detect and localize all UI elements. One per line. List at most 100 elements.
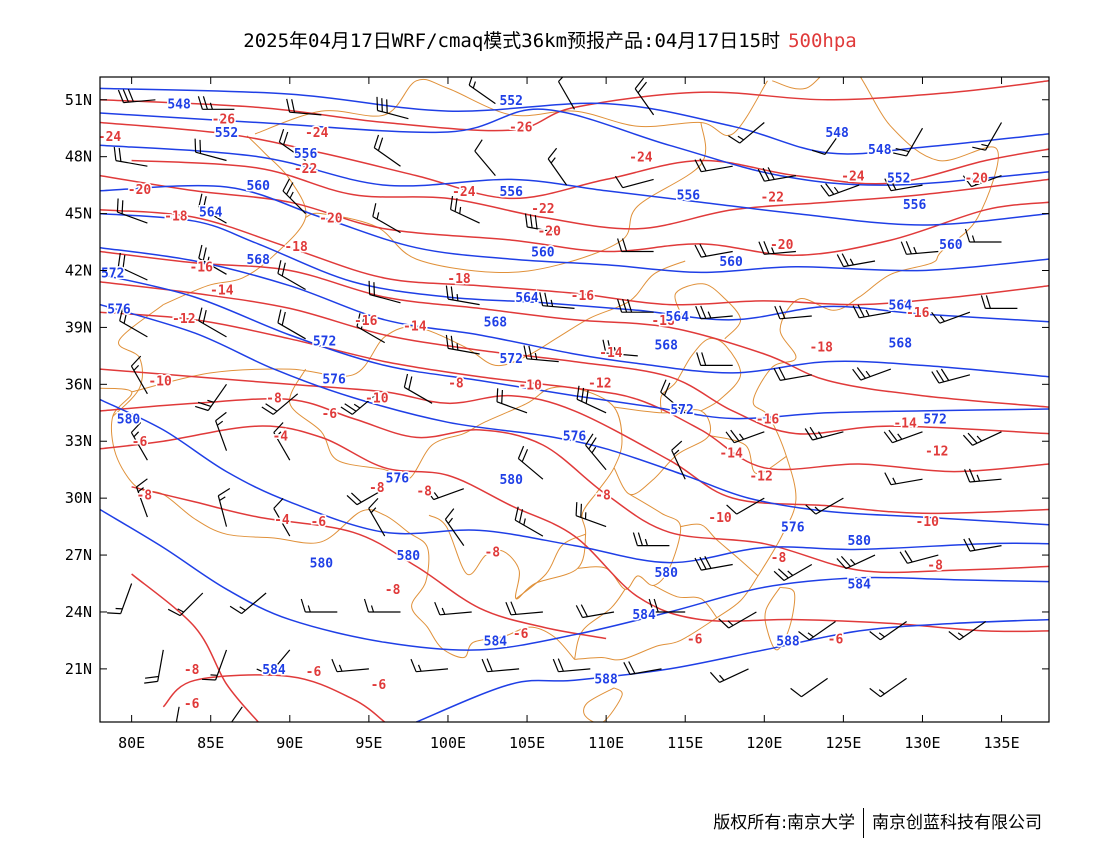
wind-barb [273, 497, 291, 537]
wind-barb [869, 677, 907, 698]
height-label: 584 [484, 634, 508, 649]
wind-barb [107, 583, 133, 615]
copyright-footer: 版权所有:南京大学 南京创蓝科技有限公司 [713, 808, 1042, 838]
wind-barb [434, 601, 472, 616]
height-label: 564 [666, 310, 690, 325]
title-level: 500hpa [788, 30, 857, 52]
temperature-label: -16 [906, 306, 930, 321]
wind-barb [261, 393, 299, 415]
temperature-label: -6 [513, 627, 529, 642]
temperature-label: -20 [964, 172, 988, 187]
wind-barb [450, 196, 480, 224]
wind-barb [774, 305, 812, 320]
y-tick-label: 21N [65, 660, 92, 678]
temperature-contour [100, 425, 1049, 633]
border-line [515, 533, 586, 600]
border-line [613, 406, 711, 496]
wind-barb [135, 478, 148, 518]
temperature-label: -12 [749, 469, 772, 484]
temperature-contour [131, 573, 259, 722]
temperature-label: -18 [284, 240, 308, 255]
wind-barb [726, 497, 765, 515]
wind-barb [363, 598, 401, 613]
wind-barb [773, 367, 812, 381]
border-line [305, 122, 707, 274]
temperature-contour [100, 311, 1049, 473]
height-contour [100, 144, 1049, 226]
temperature-label: -18 [164, 210, 188, 225]
wind-barb [117, 252, 148, 281]
temperature-label: -6 [310, 515, 326, 530]
height-contour [100, 212, 1049, 323]
height-label: 568 [654, 339, 678, 354]
wind-barb [356, 313, 386, 344]
border-line [708, 435, 787, 475]
wind-barb [575, 502, 607, 528]
temperature-label: -16 [571, 289, 595, 304]
x-tick-label: 135E [983, 734, 1019, 752]
y-tick-label: 24N [65, 603, 92, 621]
y-tick-label: 30N [65, 489, 92, 507]
wind-barb [445, 334, 480, 355]
temperature-label: -22 [294, 162, 317, 177]
height-label: 572 [670, 403, 693, 418]
temperature-label: -6 [132, 435, 148, 450]
title-main: 2025年04月17日WRF/cmaq模式36km预报产品:04月17日15时 [243, 30, 781, 52]
wind-barb [963, 537, 1002, 552]
wind-barb [728, 122, 765, 144]
temperature-label: -26 [212, 113, 236, 128]
temperature-label: -8 [369, 481, 385, 496]
height-contour [100, 246, 1049, 378]
temperature-label: -8 [266, 392, 282, 407]
wind-barb [900, 241, 939, 255]
border-line [653, 584, 718, 619]
temperature-label: -20 [319, 211, 343, 226]
wind-barb [346, 488, 386, 506]
x-tick-label: 125E [825, 734, 861, 752]
wind-barb [648, 598, 686, 613]
wind-barb [368, 280, 401, 304]
wind-barb [695, 305, 733, 320]
temperature-contour [100, 250, 1049, 408]
temperature-label: -10 [915, 515, 939, 530]
temperature-contour [100, 281, 1049, 435]
y-tick-label: 48N [65, 148, 92, 166]
y-tick-label: 33N [65, 432, 92, 450]
x-tick-label: 115E [667, 734, 703, 752]
temperature-contour [100, 368, 1049, 515]
temperature-label: -6 [321, 407, 337, 422]
temperature-label: -20 [770, 238, 794, 253]
temperature-label: -14 [893, 416, 917, 431]
temperature-contour [162, 674, 386, 722]
x-tick-label: 100E [430, 734, 466, 752]
wind-barb [836, 253, 876, 268]
wind-barb [167, 592, 204, 617]
height-label: 560 [939, 238, 963, 253]
temperature-label: -8 [927, 559, 943, 574]
temperature-label: -22 [531, 202, 554, 217]
wind-barb [194, 138, 227, 162]
wind-barb [725, 429, 765, 444]
x-tick-label: 95E [355, 734, 382, 752]
wind-barb [758, 241, 796, 255]
wind-barb [373, 134, 401, 167]
temperature-label: -24 [629, 151, 653, 166]
temperature-label: -18 [651, 314, 675, 329]
temperature-label: -4 [272, 430, 288, 445]
temperature-label: -8 [385, 583, 401, 598]
wind-barb [980, 295, 1018, 309]
wind-barb [948, 621, 987, 641]
wind-barb [119, 307, 148, 338]
x-tick-label: 105E [509, 734, 545, 752]
height-contour [100, 303, 1049, 526]
axis-layer: 80E 85E 90E 95E 100E 105E 110E 115E 120E 125E 130E… [65, 77, 1049, 752]
wind-barb [539, 292, 575, 309]
temperature-label: -8 [771, 551, 787, 566]
wind-barb [282, 178, 307, 215]
temperature-contour [131, 486, 607, 640]
border-line [674, 283, 742, 340]
wind-barb [931, 311, 971, 324]
height-contour [100, 398, 1049, 564]
temperature-contour [100, 209, 1049, 306]
wind-barb [964, 228, 1002, 243]
